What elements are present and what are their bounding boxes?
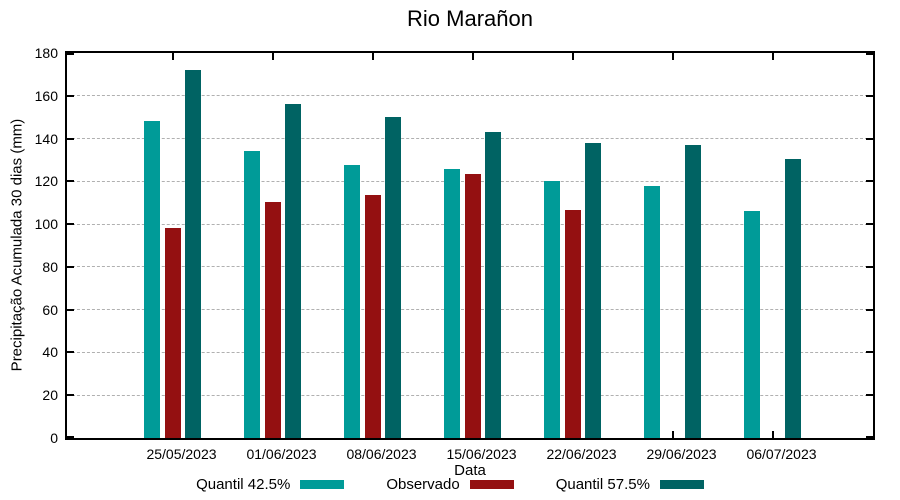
- bar-quantil-42-5-3: [444, 168, 460, 438]
- y-tick-left-140: [67, 137, 74, 140]
- y-axis-label: Precipitação Acumulada 30 dias (mm): [8, 118, 26, 372]
- bar-quantil-42-5-4: [544, 181, 560, 438]
- y-tick-label-160: 160: [34, 87, 58, 104]
- bar-observado-0: [164, 228, 181, 438]
- x-tick-label-5: 29/06/2023: [646, 446, 717, 462]
- y-tick-left-80: [67, 265, 74, 268]
- legend-label-2: Quantil 57.5%: [555, 476, 650, 493]
- bar-quantil-42-5-2: [344, 165, 360, 438]
- y-tick-right-0: [866, 436, 873, 438]
- x-tick-label-6: 06/07/2023: [746, 446, 817, 462]
- y-tick-right-140: [866, 137, 873, 140]
- bar-quantil-57-5-1: [285, 104, 301, 438]
- bar-quantil-42-5-5: [644, 185, 660, 438]
- y-tick-left-180: [67, 53, 74, 55]
- bar-quantil-57-5-5: [685, 144, 701, 438]
- y-tick-label-100: 100: [34, 216, 58, 233]
- y-tick-left-120: [67, 180, 74, 183]
- x-tick-label-4: 22/06/2023: [546, 446, 617, 462]
- x-axis-label: Data: [454, 462, 486, 479]
- x-tick-top-0: [171, 53, 174, 60]
- x-tick-top-6: [771, 53, 774, 60]
- x-tick-label-2: 08/06/2023: [346, 446, 417, 462]
- y-tick-left-0: [67, 436, 74, 438]
- legend-item-1: Observado: [386, 476, 514, 493]
- x-tick-top-1: [271, 53, 274, 60]
- bar-quantil-57-5-3: [485, 132, 501, 438]
- x-tick-top-2: [371, 53, 374, 60]
- y-tick-left-160: [67, 94, 74, 97]
- y-tick-right-60: [866, 308, 873, 311]
- y-tick-label-120: 120: [34, 173, 58, 190]
- y-tick-left-60: [67, 308, 74, 311]
- legend-swatch-2: [659, 480, 704, 489]
- bar-observado-4: [564, 210, 581, 438]
- y-tick-label-60: 60: [42, 301, 58, 318]
- x-tick-label-1: 01/06/2023: [246, 446, 317, 462]
- y-tick-right-160: [866, 94, 873, 97]
- y-tick-left-20: [67, 394, 74, 397]
- y-tick-left-100: [67, 223, 74, 226]
- legend-swatch-1: [469, 480, 514, 489]
- x-tick-bottom-5: [671, 431, 674, 438]
- bar-quantil-57-5-4: [585, 142, 601, 438]
- gridline-160: [67, 95, 873, 97]
- x-tick-top-5: [671, 53, 674, 60]
- legend-label-0: Quantil 42.5%: [196, 476, 291, 493]
- legend-item-2: Quantil 57.5%: [556, 476, 704, 493]
- legend: Quantil 42.5% Observado Quantil 57.5%: [0, 476, 900, 493]
- bar-observado-2: [364, 195, 381, 438]
- y-tick-right-100: [866, 223, 873, 226]
- y-tick-right-180: [866, 53, 873, 55]
- y-tick-right-80: [866, 265, 873, 268]
- y-tick-label-180: 180: [34, 45, 58, 61]
- bar-quantil-57-5-0: [185, 70, 201, 438]
- legend-item-0: Quantil 42.5%: [196, 476, 345, 493]
- bar-quantil-57-5-2: [385, 117, 401, 438]
- y-tick-label-140: 140: [34, 130, 58, 147]
- x-tick-bottom-6: [771, 431, 774, 438]
- bar-quantil-42-5-6: [744, 211, 760, 438]
- legend-swatch-0: [300, 480, 345, 489]
- y-tick-label-40: 40: [42, 344, 58, 361]
- y-tick-right-120: [866, 180, 873, 183]
- bar-quantil-42-5-0: [144, 121, 160, 438]
- bar-observado-3: [464, 173, 481, 438]
- y-tick-left-40: [67, 351, 74, 354]
- gridline-140: [67, 138, 873, 140]
- legend-label-1: Observado: [386, 476, 460, 493]
- y-tick-label-80: 80: [42, 258, 58, 275]
- bar-quantil-42-5-1: [244, 151, 260, 438]
- y-tick-label-20: 20: [42, 387, 58, 404]
- y-tick-right-20: [866, 394, 873, 397]
- chart-title: Rio Marañon: [407, 6, 533, 31]
- bar-observado-1: [264, 201, 281, 438]
- x-tick-label-3: 15/06/2023: [446, 446, 517, 462]
- x-tick-label-0: 25/05/2023: [146, 446, 217, 462]
- x-tick-top-4: [571, 53, 574, 60]
- x-tick-top-3: [471, 53, 474, 60]
- plot-area: [65, 51, 875, 440]
- bar-quantil-57-5-6: [785, 158, 801, 438]
- y-tick-right-40: [866, 351, 873, 354]
- y-tick-label-0: 0: [50, 430, 58, 446]
